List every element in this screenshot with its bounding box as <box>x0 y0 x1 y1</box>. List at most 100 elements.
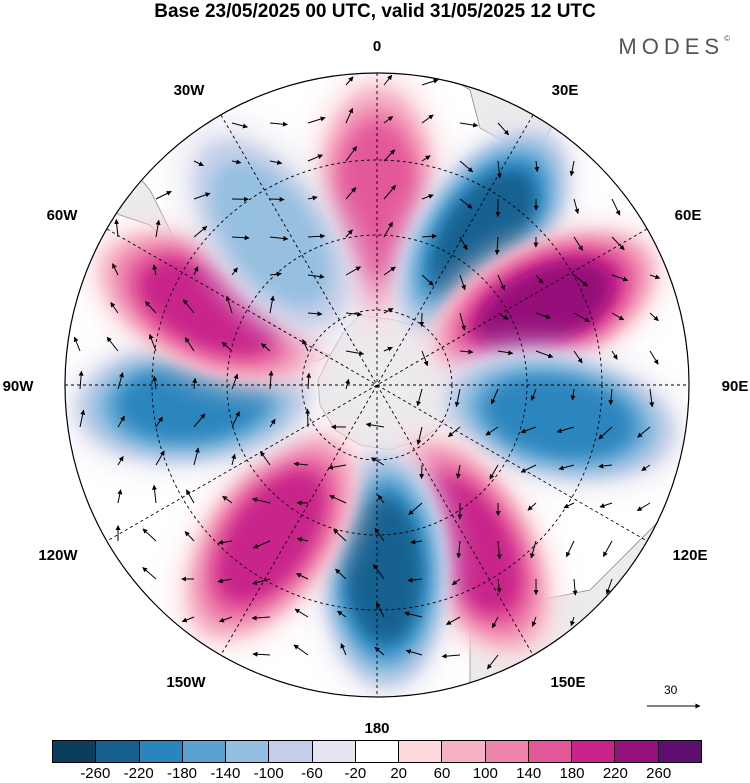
wind-vector <box>251 615 271 621</box>
lon-label-90e: 90E <box>722 378 749 395</box>
wind-vector <box>535 274 544 284</box>
anomaly-contour <box>419 478 520 613</box>
wind-vector <box>112 263 119 276</box>
wind-vector <box>408 502 423 516</box>
wind-vector <box>345 311 363 317</box>
wind-vector <box>117 455 124 466</box>
wind-vector <box>193 192 211 200</box>
lon-label-180: 180 <box>364 720 389 735</box>
anomaly-contour <box>346 498 421 642</box>
wind-vector <box>598 463 613 469</box>
wind-vector <box>345 76 354 86</box>
wind-vector <box>556 426 575 434</box>
wind-vector <box>155 416 163 428</box>
wind-vector <box>110 301 119 314</box>
wind-vector <box>182 299 195 314</box>
wind-vector <box>345 350 365 356</box>
wind-vector <box>192 377 198 390</box>
colorbar-labels: -260 -220 -180 -140 -100 -60 -20 20 60 100 140 180 2… <box>0 765 750 783</box>
wind-vector <box>641 464 651 472</box>
colorbar-segment <box>442 741 486 762</box>
lon-label-150w: 150W <box>166 674 206 691</box>
colorbar-tick-label: 180 <box>559 765 585 782</box>
brand-logo: MODES© <box>618 34 730 59</box>
wind-vector <box>269 196 285 202</box>
wind-vector <box>374 527 385 542</box>
wind-vector <box>79 409 86 428</box>
wind-vector <box>152 264 158 276</box>
wind-vector <box>307 233 326 239</box>
lon-label-120w: 120W <box>38 547 78 564</box>
wind-vector <box>269 121 288 127</box>
wind-vector <box>302 339 309 352</box>
wind-vector <box>370 457 385 466</box>
wind-vector <box>421 114 434 124</box>
wind-vector <box>155 450 165 466</box>
wind-vector <box>563 502 575 509</box>
wind-vector <box>570 388 576 401</box>
wind-vector <box>558 464 575 471</box>
wind-vector <box>269 160 283 165</box>
wind-vector <box>405 649 423 656</box>
wind-vector <box>404 611 423 618</box>
colorbar-segment <box>226 741 270 762</box>
wind-vector <box>225 295 233 314</box>
colorbar-segment <box>53 741 97 762</box>
wind-vector <box>222 495 233 504</box>
colorbar-segment <box>572 741 616 762</box>
colorbar-tick-label: 20 <box>390 765 407 782</box>
wind-vector <box>383 266 396 276</box>
wind-vector <box>410 539 423 545</box>
wind-vector <box>602 540 613 557</box>
colorbar-tick-label: -140 <box>210 765 241 782</box>
wind-vector <box>608 388 614 406</box>
wind-vector <box>520 464 537 473</box>
wind-vector <box>185 489 195 504</box>
wind-vector <box>454 388 461 408</box>
wind-vector <box>649 312 659 322</box>
polar-map: 0 30E 60E 90E 120E 150E 180 150W 120W 90… <box>3 38 749 735</box>
wind-vector <box>377 494 385 504</box>
wind-vector <box>260 451 271 466</box>
wind-vector <box>573 198 580 214</box>
wind-vector <box>193 160 204 167</box>
wind-vector <box>456 540 462 559</box>
wind-vector <box>611 198 621 216</box>
wind-vector <box>565 540 575 558</box>
wind-vector <box>421 155 431 162</box>
wind-vector <box>193 447 200 466</box>
wind-vector <box>181 616 195 623</box>
wind-vector <box>383 116 394 124</box>
colorbar-segment <box>615 741 659 762</box>
wind-vector <box>231 373 239 390</box>
lon-label-60w: 60W <box>47 207 79 224</box>
wind-vector <box>447 426 461 438</box>
graticule <box>65 73 689 697</box>
wind-vector <box>496 578 502 594</box>
lon-label-0: 0 <box>373 38 381 55</box>
map-title: Base 23/05/2025 00 UTC, valid 31/05/2025… <box>154 1 596 22</box>
wind-vector <box>114 218 120 238</box>
wind-vector <box>421 274 434 286</box>
wind-vector <box>365 422 385 428</box>
wind-vector <box>260 343 271 352</box>
map-border <box>64 72 690 698</box>
wind-vector <box>142 528 157 542</box>
wind-vector <box>459 349 474 355</box>
wind-vector <box>269 235 289 241</box>
lon-label-30e: 30E <box>552 82 579 99</box>
wind-vector <box>605 578 613 595</box>
wind-vector <box>421 350 429 367</box>
wind-vector <box>598 426 613 440</box>
wind-vector <box>307 274 325 280</box>
colorbar-segment <box>528 741 573 762</box>
wind-vector <box>374 646 385 656</box>
colorbar-tick-label: 260 <box>646 765 672 782</box>
wind-vector <box>269 418 276 428</box>
wind-vector <box>485 426 499 436</box>
colorbar-tick-label: -220 <box>123 765 154 782</box>
wind-vector <box>611 350 618 360</box>
wind-vector <box>305 408 311 428</box>
wind-vector <box>296 537 309 542</box>
wind-vector <box>459 122 479 128</box>
